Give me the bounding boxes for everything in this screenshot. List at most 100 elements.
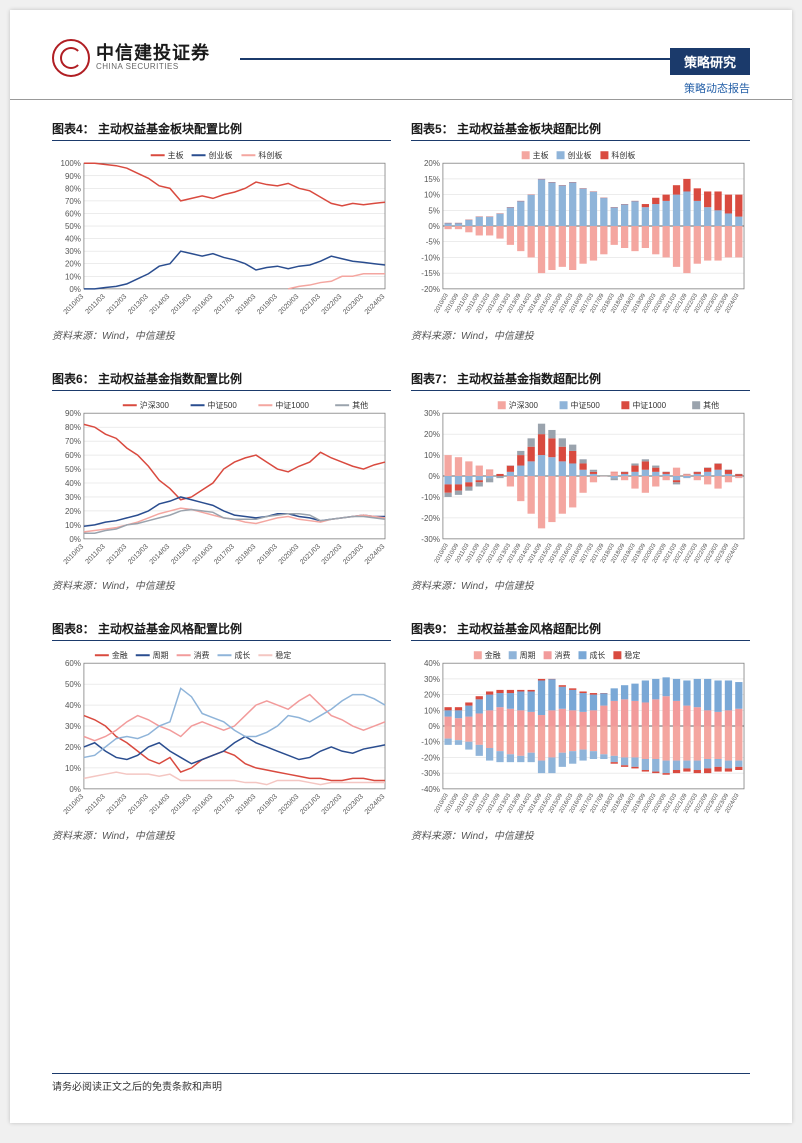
svg-text:消费: 消费 [555, 650, 571, 660]
svg-text:2020/03: 2020/03 [278, 793, 301, 816]
svg-text:2010/03: 2010/03 [63, 793, 86, 816]
chart7-svg: -30%-20%-10%0%10%20%30%2010/032010/09201… [411, 395, 750, 575]
svg-text:沪深300: 沪深300 [140, 400, 170, 410]
svg-text:2023/03: 2023/03 [342, 793, 365, 816]
chart6-source: 资料来源：Wind，中信建投 [52, 577, 391, 592]
svg-text:2016/03: 2016/03 [192, 543, 215, 566]
svg-text:周期: 周期 [520, 651, 536, 660]
svg-text:-40%: -40% [421, 785, 440, 794]
svg-text:2016/03: 2016/03 [192, 293, 215, 316]
svg-text:创业板: 创业板 [568, 150, 592, 160]
svg-text:80%: 80% [65, 423, 81, 432]
svg-text:2016/03: 2016/03 [192, 793, 215, 816]
svg-text:2014/03: 2014/03 [149, 293, 172, 316]
svg-text:2023/03: 2023/03 [342, 543, 365, 566]
svg-text:0%: 0% [69, 285, 81, 294]
svg-text:科创板: 科创板 [611, 150, 635, 160]
svg-text:2022/03: 2022/03 [321, 293, 344, 316]
svg-text:2011/03: 2011/03 [84, 793, 106, 815]
svg-text:20%: 20% [65, 507, 81, 516]
svg-text:2013/03: 2013/03 [127, 543, 150, 566]
chart4-svg: 0%10%20%30%40%50%60%70%80%90%100%2010/03… [52, 145, 391, 325]
svg-text:2022/03: 2022/03 [321, 543, 344, 566]
svg-text:10%: 10% [424, 191, 440, 200]
svg-text:2012/03: 2012/03 [106, 293, 129, 316]
chart8-title: 图表8： 主动权益基金风格配置比例 [52, 620, 391, 641]
svg-text:2021/03: 2021/03 [299, 793, 322, 816]
svg-text:2012/03: 2012/03 [106, 793, 129, 816]
cell-chart6: 图表6： 主动权益基金指数配置比例 0%10%20%30%40%50%60%70… [52, 370, 391, 592]
svg-text:100%: 100% [61, 159, 81, 168]
svg-text:70%: 70% [65, 197, 81, 206]
row-1: 图表4： 主动权益基金板块配置比例 0%10%20%30%40%50%60%70… [52, 120, 750, 342]
cell-chart7: 图表7： 主动权益基金指数超配比例 -30%-20%-10%0%10%20%30… [411, 370, 750, 592]
svg-text:2014/03: 2014/03 [149, 543, 172, 566]
svg-text:50%: 50% [65, 465, 81, 474]
svg-text:30%: 30% [424, 675, 440, 684]
svg-text:10%: 10% [65, 272, 81, 281]
svg-text:2011/03: 2011/03 [84, 543, 106, 565]
svg-text:2024/03: 2024/03 [364, 543, 387, 566]
cell-chart9: 图表9： 主动权益基金风格超配比例 -40%-30%-20%-10%0%10%2… [411, 620, 750, 842]
svg-text:2013/03: 2013/03 [127, 293, 150, 316]
svg-text:2010/03: 2010/03 [63, 543, 86, 566]
svg-text:20%: 20% [65, 743, 81, 752]
svg-text:70%: 70% [65, 437, 81, 446]
svg-text:周期: 周期 [153, 651, 169, 660]
page-header: 中信建投证券 CHINA SECURITIES 策略研究 策略动态报告 [10, 10, 792, 100]
logo-icon [52, 39, 90, 77]
svg-text:80%: 80% [65, 184, 81, 193]
svg-text:消费: 消费 [194, 650, 210, 660]
svg-text:-30%: -30% [421, 535, 440, 544]
svg-text:10%: 10% [65, 764, 81, 773]
svg-text:0%: 0% [428, 472, 440, 481]
svg-text:2017/03: 2017/03 [213, 293, 236, 316]
row-2: 图表6： 主动权益基金指数配置比例 0%10%20%30%40%50%60%70… [52, 370, 750, 592]
svg-text:-20%: -20% [421, 514, 440, 523]
svg-text:30%: 30% [65, 493, 81, 502]
svg-text:2010/03: 2010/03 [63, 293, 86, 316]
svg-text:2023/03: 2023/03 [342, 293, 365, 316]
svg-text:20%: 20% [424, 691, 440, 700]
svg-text:2020/03: 2020/03 [278, 293, 301, 316]
chart5-svg: -20%-15%-10%-5%0%5%10%15%20%2010/032010/… [411, 145, 750, 325]
svg-text:40%: 40% [65, 235, 81, 244]
chart5-title: 图表5： 主动权益基金板块超配比例 [411, 120, 750, 141]
svg-text:-15%: -15% [421, 269, 440, 278]
svg-text:中证500: 中证500 [208, 400, 238, 410]
svg-text:2024/03: 2024/03 [364, 793, 387, 816]
svg-text:科创板: 科创板 [258, 150, 282, 160]
svg-text:90%: 90% [65, 172, 81, 181]
logo-text-en: CHINA SECURITIES [96, 62, 210, 72]
svg-text:-10%: -10% [421, 493, 440, 502]
svg-text:主板: 主板 [533, 150, 549, 160]
svg-text:15%: 15% [424, 175, 440, 184]
cell-chart5: 图表5： 主动权益基金板块超配比例 -20%-15%-10%-5%0%5%10%… [411, 120, 750, 342]
svg-text:60%: 60% [65, 659, 81, 668]
svg-text:2015/03: 2015/03 [170, 293, 193, 316]
svg-text:2015/03: 2015/03 [170, 793, 193, 816]
svg-text:0%: 0% [69, 785, 81, 794]
svg-text:其他: 其他 [352, 400, 368, 410]
svg-text:金融: 金融 [485, 650, 501, 660]
svg-text:2018/03: 2018/03 [235, 543, 258, 566]
svg-text:中证1000: 中证1000 [275, 400, 309, 410]
svg-text:50%: 50% [65, 222, 81, 231]
svg-text:2018/03: 2018/03 [235, 793, 258, 816]
svg-text:0%: 0% [69, 535, 81, 544]
chart7-title: 图表7： 主动权益基金指数超配比例 [411, 370, 750, 391]
svg-text:5%: 5% [428, 206, 440, 215]
chart8-svg: 0%10%20%30%40%50%60%2010/032011/032012/0… [52, 645, 391, 825]
svg-text:60%: 60% [65, 451, 81, 460]
svg-text:2022/03: 2022/03 [321, 793, 344, 816]
svg-text:-10%: -10% [421, 738, 440, 747]
svg-text:20%: 20% [424, 430, 440, 439]
row-3: 图表8： 主动权益基金风格配置比例 0%10%20%30%40%50%60%20… [52, 620, 750, 842]
svg-text:2017/03: 2017/03 [213, 543, 236, 566]
chart5-source: 资料来源：Wind，中信建投 [411, 327, 750, 342]
svg-text:其他: 其他 [703, 400, 719, 410]
header-category-badge: 策略研究 [670, 48, 750, 75]
svg-text:0%: 0% [428, 222, 440, 231]
svg-text:0%: 0% [428, 722, 440, 731]
chart9-title: 图表9： 主动权益基金风格超配比例 [411, 620, 750, 641]
